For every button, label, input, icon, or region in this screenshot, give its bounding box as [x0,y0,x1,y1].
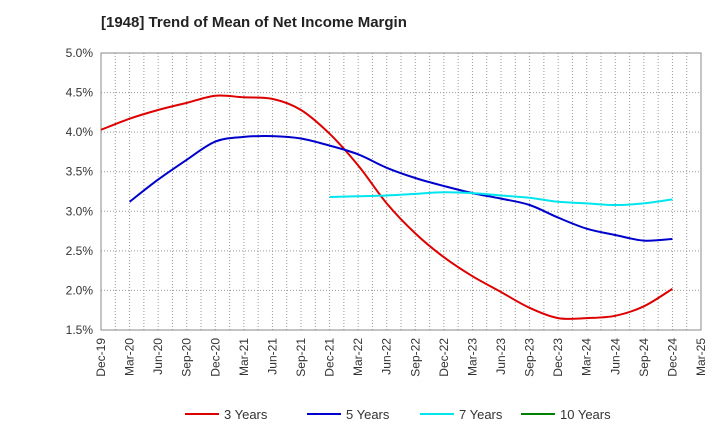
x-tick-label: Jun-24 [608,338,622,375]
x-tick-label: Dec-24 [665,338,679,377]
chart-title: [1948] Trend of Mean of Net Income Margi… [101,14,407,31]
x-tick-label: Sep-23 [523,338,537,377]
y-tick-label: 4.0% [66,125,94,139]
series-line-3-years [100,94,673,320]
x-tick-label: Mar-21 [237,338,251,376]
y-tick-label: 3.5% [66,165,94,179]
legend-label-7-years: 7 Years [459,407,503,422]
x-tick-label: Sep-21 [294,338,308,377]
x-tick-label: Mar-20 [123,338,137,376]
x-tick-label: Mar-24 [580,338,594,376]
x-tick-label: Mar-23 [465,338,479,376]
series-line-7-years [329,191,673,207]
x-tick-label: Jun-22 [380,338,394,375]
x-tick-label: Dec-20 [208,338,222,377]
series-line-5-years [128,134,673,242]
x-tick-label: Dec-22 [437,338,451,377]
x-tick-label: Jun-21 [265,338,279,375]
x-tick-label: Sep-22 [408,338,422,377]
x-tick-label: Sep-24 [637,338,651,377]
x-tick-label: Dec-19 [94,338,108,377]
x-tick-label: Sep-20 [180,338,194,377]
y-tick-label: 2.0% [66,283,94,297]
y-tick-label: 4.5% [66,86,94,100]
y-tick-label: 2.5% [66,244,94,258]
x-tick-label: Jun-20 [151,338,165,375]
legend-label-3-years: 3 Years [224,407,268,422]
y-tick-label: 1.5% [66,323,94,337]
x-tick-label: Mar-22 [351,338,365,376]
y-tick-label: 3.0% [66,204,94,218]
x-tick-label: Mar-25 [694,338,708,376]
x-tick-label: Dec-21 [323,338,337,377]
x-tick-label: Dec-23 [551,338,565,377]
y-tick-label: 5.0% [66,46,94,60]
legend-label-10-years: 10 Years [560,407,611,422]
plot-frame [100,52,702,331]
legend-label-5-years: 5 Years [346,407,390,422]
x-tick-label: Jun-23 [494,338,508,375]
